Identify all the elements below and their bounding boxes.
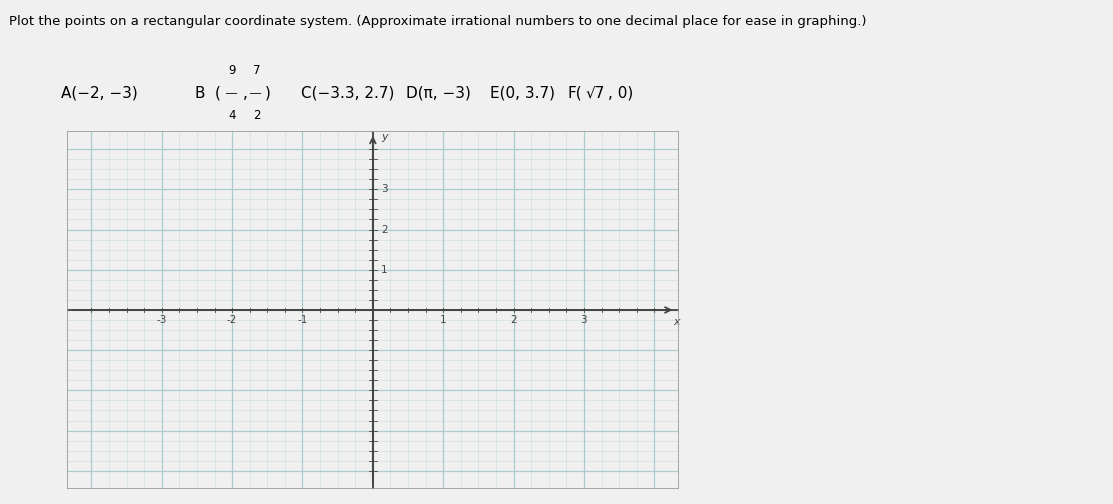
Text: C(−3.3, 2.7): C(−3.3, 2.7) — [301, 86, 394, 101]
Text: -2: -2 — [227, 315, 237, 325]
Text: F(: F( — [568, 86, 582, 101]
Text: 4: 4 — [228, 109, 236, 122]
Text: 1: 1 — [440, 315, 446, 325]
Text: -1: -1 — [297, 315, 307, 325]
Text: 7: 7 — [253, 64, 260, 77]
Text: -3: -3 — [157, 315, 167, 325]
Text: 3: 3 — [581, 315, 588, 325]
Text: , 0): , 0) — [608, 86, 633, 101]
Text: ―: ― — [250, 88, 262, 98]
Text: y: y — [382, 132, 388, 142]
Text: ): ) — [265, 86, 270, 101]
Text: A(−2, −3): A(−2, −3) — [61, 86, 138, 101]
Text: (: ( — [215, 86, 220, 101]
Text: 3: 3 — [382, 184, 388, 195]
Text: ―: ― — [226, 88, 237, 98]
Text: Plot the points on a rectangular coordinate system. (Approximate irrational numb: Plot the points on a rectangular coordin… — [9, 15, 866, 28]
Text: B: B — [195, 86, 205, 101]
Text: 9: 9 — [228, 64, 236, 77]
Text: 1: 1 — [382, 265, 388, 275]
Text: 2: 2 — [510, 315, 516, 325]
Text: √7: √7 — [585, 86, 604, 101]
Text: ,: , — [243, 86, 247, 101]
Text: D(π, −3): D(π, −3) — [406, 86, 471, 101]
Text: 2: 2 — [382, 225, 388, 234]
Text: x: x — [673, 317, 680, 327]
Text: 2: 2 — [253, 109, 260, 122]
Text: E(0, 3.7): E(0, 3.7) — [490, 86, 554, 101]
